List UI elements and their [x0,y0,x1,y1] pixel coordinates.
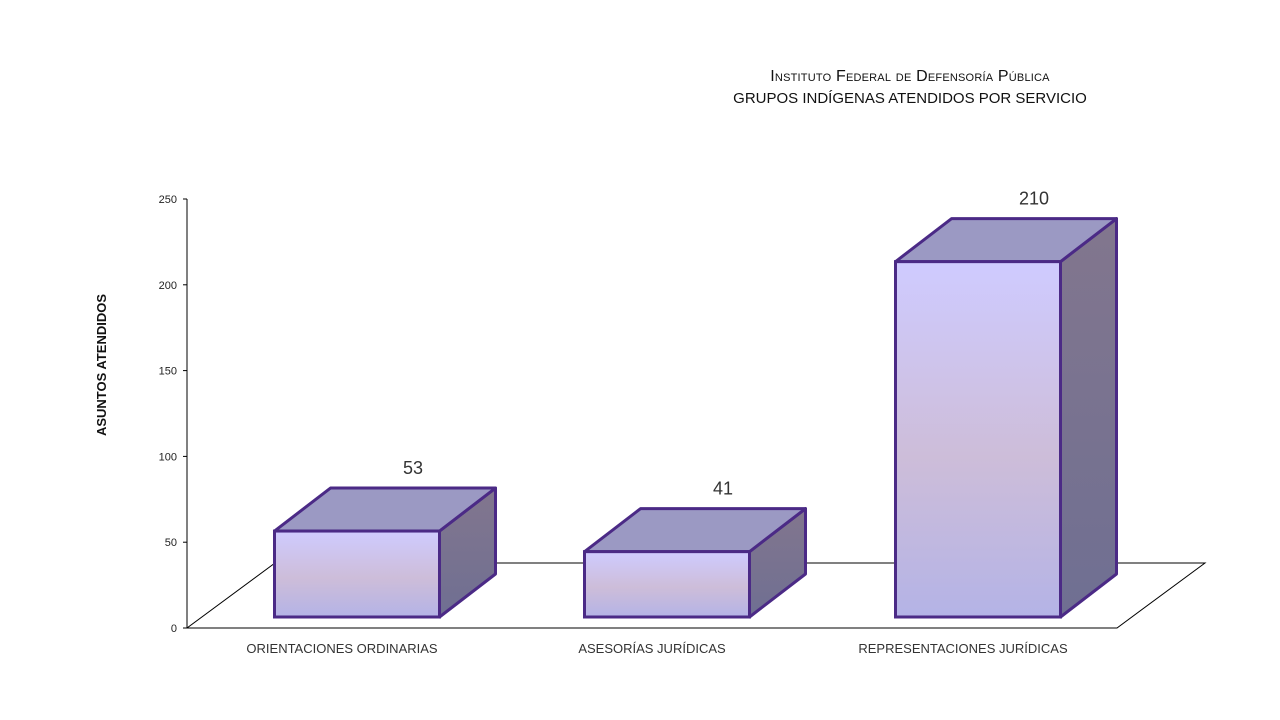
x-category-label: ASESORÍAS JURÍDICAS [578,641,726,656]
data-label: 210 [1019,189,1049,209]
data-label: 53 [403,458,423,478]
y-tick-label: 100 [159,451,177,463]
category-labels: ORIENTACIONES ORDINARIAS ASESORÍAS JURÍDI… [246,641,1068,656]
chart-subtitle: GRUPOS INDÍGENAS ATENDIDOS POR SERVICIO [733,90,1087,107]
y-tick-label: 50 [165,537,177,549]
y-axis-label: ASUNTOS ATENDIDOS [94,294,109,436]
x-category-label: ORIENTACIONES ORDINARIAS [246,641,438,656]
y-tick-label: 150 [159,366,177,378]
x-category-label: REPRESENTACIONES JURÍDICAS [858,641,1068,656]
bar-front-face [583,550,751,619]
y-tick-label: 0 [171,623,177,635]
bar-front-face [894,260,1062,619]
y-tick-label: 200 [159,280,177,292]
bars: 53 41 210 [273,189,1118,619]
bar-side-face [1059,217,1118,619]
bar [894,217,1118,619]
data-label: 41 [713,479,733,499]
chart-title: Instituto Federal de Defensoría Pública [770,68,1050,85]
title-block: Instituto Federal de Defensoría Pública … [620,66,1200,110]
y-tick-label: 250 [159,194,177,206]
axis-group [185,199,1207,629]
chart-floor [185,562,1207,629]
y-ticks: 0 50 100 150 200 250 [159,194,187,635]
bar [273,486,497,619]
bar [583,507,807,619]
bar-front-face [273,529,441,619]
